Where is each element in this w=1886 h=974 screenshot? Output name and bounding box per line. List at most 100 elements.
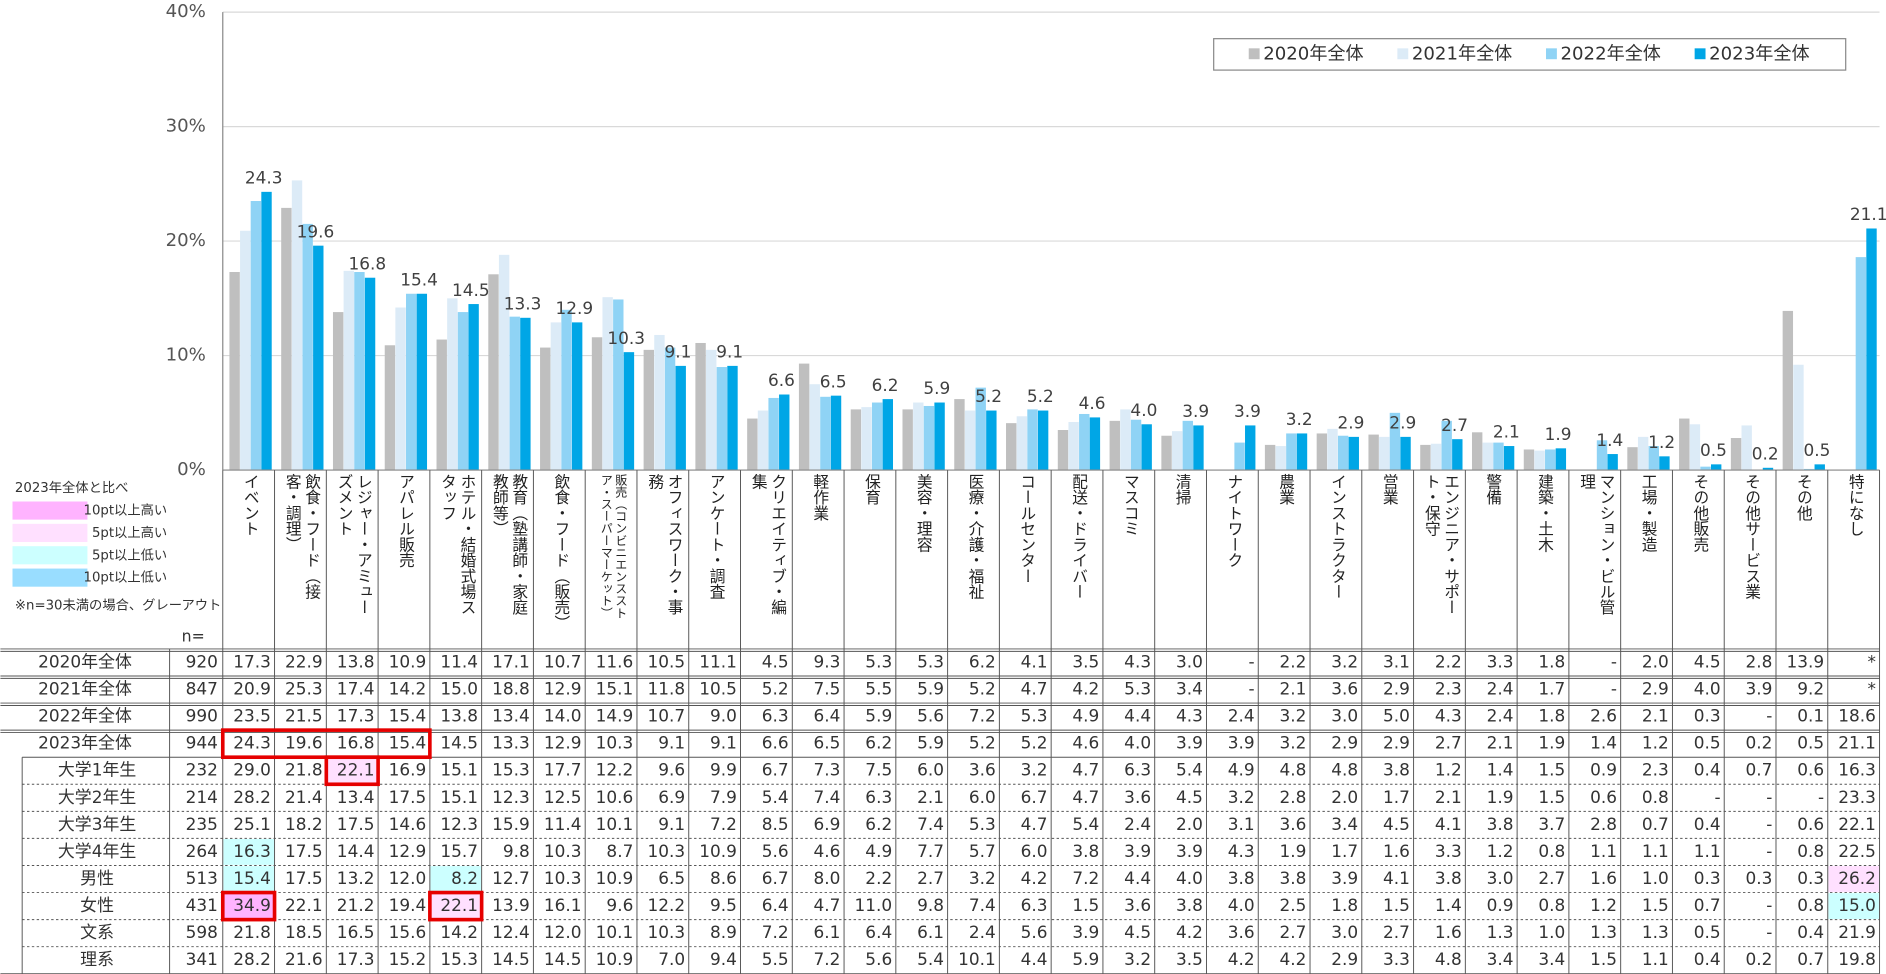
table-cell: 23.5 xyxy=(233,706,271,726)
table-cell: 3.8 xyxy=(1280,868,1307,888)
table-cell: 15.1 xyxy=(440,760,478,780)
row-label: 大学2年生 xyxy=(58,787,136,807)
table-cell: 1.0 xyxy=(1642,868,1669,888)
legend-label: 2020年全体 xyxy=(1263,43,1363,64)
category-wrap: アンケート・調査 xyxy=(689,474,741,631)
category-wrap: 飲食・フード（販売） xyxy=(533,474,585,631)
table-cell: 5.3 xyxy=(865,651,892,671)
table-cell: 3.4 xyxy=(1176,679,1203,699)
cell-highlight xyxy=(1828,866,1879,892)
table-cell: 7.4 xyxy=(917,814,944,834)
table-cell: 16.3 xyxy=(1838,760,1876,780)
table-cell: 21.2 xyxy=(337,895,375,915)
table-cell: 15.6 xyxy=(389,922,427,942)
table-cell: 4.3 xyxy=(1124,651,1151,671)
table-cell: 12.4 xyxy=(492,922,530,942)
table-cell: 8.9 xyxy=(710,922,737,942)
table-cell: 12.9 xyxy=(544,733,582,753)
data-label: 12.9 xyxy=(556,298,594,318)
table-cell: 21.8 xyxy=(233,922,271,942)
table-cell: 0.4 xyxy=(1694,760,1721,780)
table-cell: 7.5 xyxy=(865,760,892,780)
category-label: レジャー・アミューズメント xyxy=(334,473,372,616)
table-cell: 0.3 xyxy=(1694,868,1721,888)
table-cell: 4.0 xyxy=(1176,868,1203,888)
table-cell: 0.2 xyxy=(1745,949,1772,969)
category-label: 軽作業 xyxy=(809,473,828,521)
category-wrap: ナイトワーク xyxy=(1206,474,1258,631)
category-label: インストラクター xyxy=(1327,473,1346,600)
table-cell: 3.1 xyxy=(1228,814,1255,834)
table-cell: 16.9 xyxy=(389,760,427,780)
table-cell: 0.6 xyxy=(1797,760,1824,780)
table-cell: 1.4 xyxy=(1487,760,1514,780)
legend-swatch xyxy=(1397,48,1409,60)
table-cell: 3.3 xyxy=(1435,841,1462,861)
table-cell: 0.9 xyxy=(1487,895,1514,915)
data-label: 24.3 xyxy=(245,168,283,188)
category-cell: 飲食・フード（接客・調理） xyxy=(275,474,327,631)
table-cell: 6.9 xyxy=(658,787,685,807)
data-label: 4.0 xyxy=(1130,400,1157,420)
table-cell: 3.3 xyxy=(1383,949,1410,969)
table-cell: 10.7 xyxy=(544,651,582,671)
table-cell: 25.3 xyxy=(285,679,323,699)
table-cell: 18.5 xyxy=(285,922,323,942)
table-cell: 0.7 xyxy=(1642,814,1669,834)
bar xyxy=(384,345,396,471)
legend-swatch xyxy=(1694,48,1706,60)
bar xyxy=(261,191,272,471)
table-cell: 1.9 xyxy=(1538,733,1565,753)
table-cell: 5.9 xyxy=(917,733,944,753)
bar xyxy=(602,297,613,471)
category-label: オフィスワーク・事務 xyxy=(644,473,683,616)
table-cell: - xyxy=(1249,651,1255,671)
table-cell: 3.9 xyxy=(1072,922,1099,942)
highlight-title: 2023年全体と比べ xyxy=(15,479,129,496)
table-cell: 15.4 xyxy=(233,868,271,888)
bar xyxy=(954,399,965,471)
table-cell: 12.3 xyxy=(440,814,478,834)
table-cell: 9.3 xyxy=(814,651,841,671)
table-cell: 4.2 xyxy=(1228,949,1255,969)
table-cell: 1.8 xyxy=(1538,651,1565,671)
table-cell: 4.6 xyxy=(814,841,841,861)
category-wrap: 飲食・フード（接客・調理） xyxy=(275,474,327,631)
data-label: 1.9 xyxy=(1545,424,1572,444)
bar xyxy=(830,395,842,471)
table-cell: 10.9 xyxy=(699,841,737,861)
bar xyxy=(302,223,313,471)
table-cell: 2.4 xyxy=(1487,706,1514,726)
category-wrap: 医療・介護・福祉 xyxy=(948,474,1000,631)
table-cell: 1.7 xyxy=(1383,787,1410,807)
table-cell: 2.0 xyxy=(1176,814,1203,834)
table-cell: 5.4 xyxy=(1176,760,1203,780)
table-cell: 4.6 xyxy=(1072,733,1099,753)
bar xyxy=(561,309,572,471)
bar xyxy=(913,402,924,471)
row-n: 214 xyxy=(186,787,218,807)
row-n: 235 xyxy=(186,814,218,834)
row-label: 女性 xyxy=(80,895,114,915)
data-label: 4.6 xyxy=(1079,393,1106,413)
bar xyxy=(675,365,686,471)
table-cell: 0.7 xyxy=(1694,895,1721,915)
category-label: 飲食・フード（接客・調理） xyxy=(282,473,320,600)
row-n: 431 xyxy=(186,895,218,915)
table-cell: 0.2 xyxy=(1745,733,1772,753)
row-label: 2023年全体 xyxy=(38,733,132,753)
table-cell: 4.1 xyxy=(1435,814,1462,834)
category-wrap: その他サービス業 xyxy=(1724,474,1776,631)
table-cell: 1.1 xyxy=(1694,841,1721,861)
table-cell: 10.5 xyxy=(647,651,685,671)
row-label: 大学1年生 xyxy=(58,760,136,780)
bar xyxy=(550,322,562,471)
table-cell: 10.7 xyxy=(647,706,685,726)
table-cell: 5.3 xyxy=(969,814,996,834)
data-label: 6.5 xyxy=(820,371,847,391)
bar xyxy=(291,180,303,471)
category-label: イベント xyxy=(240,473,259,537)
table-cell: 16.1 xyxy=(544,895,582,915)
table-cell: 3.2 xyxy=(1021,760,1048,780)
bar xyxy=(623,352,635,471)
